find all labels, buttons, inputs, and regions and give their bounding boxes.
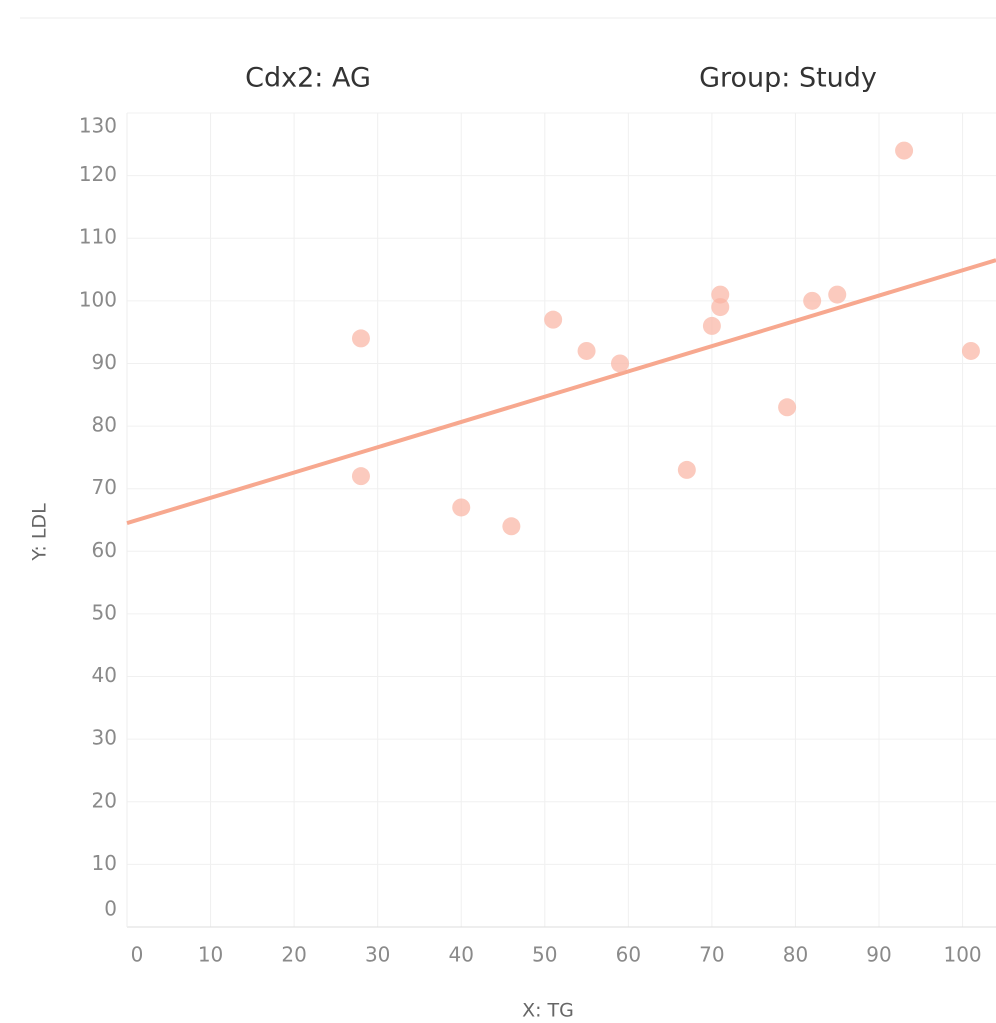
x-axis-label: X: TG [522,1000,574,1022]
x-tick-label: 10 [198,943,223,967]
data-point [351,467,370,486]
panel-title: Group: Study [699,63,877,94]
data-point [351,329,370,348]
data-point [711,298,730,317]
y-tick-label: 40 [92,663,117,687]
y-tick-label: 70 [92,475,117,499]
y-tick-label: 80 [92,413,117,437]
y-tick-label: 50 [92,600,117,624]
y-axis-label: Y: LDL [29,503,51,562]
x-tick-label: 90 [866,943,891,967]
y-tick-label: 0 [104,897,117,921]
x-tick-label: 100 [943,943,981,967]
y-tick-label: 110 [79,225,117,249]
data-point [711,285,730,304]
x-tick-label: 70 [699,943,724,967]
y-tick-label: 130 [79,114,117,138]
x-tick-label: 20 [281,943,306,967]
data-point [702,316,721,335]
y-tick-label: 120 [79,162,117,186]
y-tick-label: 20 [92,788,117,812]
data-point [961,341,980,360]
panel-title: Cdx2: AG [245,63,371,94]
y-tick-label: 100 [79,287,117,311]
x-tick-label: 60 [616,943,641,967]
y-tick-label: 60 [92,538,117,562]
data-point [778,398,797,417]
trend-line [126,258,996,526]
y-tick-label: 30 [92,726,117,750]
data-point [502,517,521,536]
data-point [803,291,822,310]
x-tick-label: 30 [365,943,390,967]
x-tick-label: 0 [131,943,144,967]
data-point [610,354,629,373]
data-point [544,310,563,329]
y-tick-label: 90 [92,350,117,374]
x-tick-label: 80 [783,943,808,967]
data-point [577,341,596,360]
x-tick-label: 40 [449,943,474,967]
data-point [677,460,696,479]
data-point [452,498,471,517]
data-point [828,285,847,304]
data-point [895,141,914,160]
y-tick-label: 10 [92,851,117,875]
x-tick-label: 50 [532,943,557,967]
